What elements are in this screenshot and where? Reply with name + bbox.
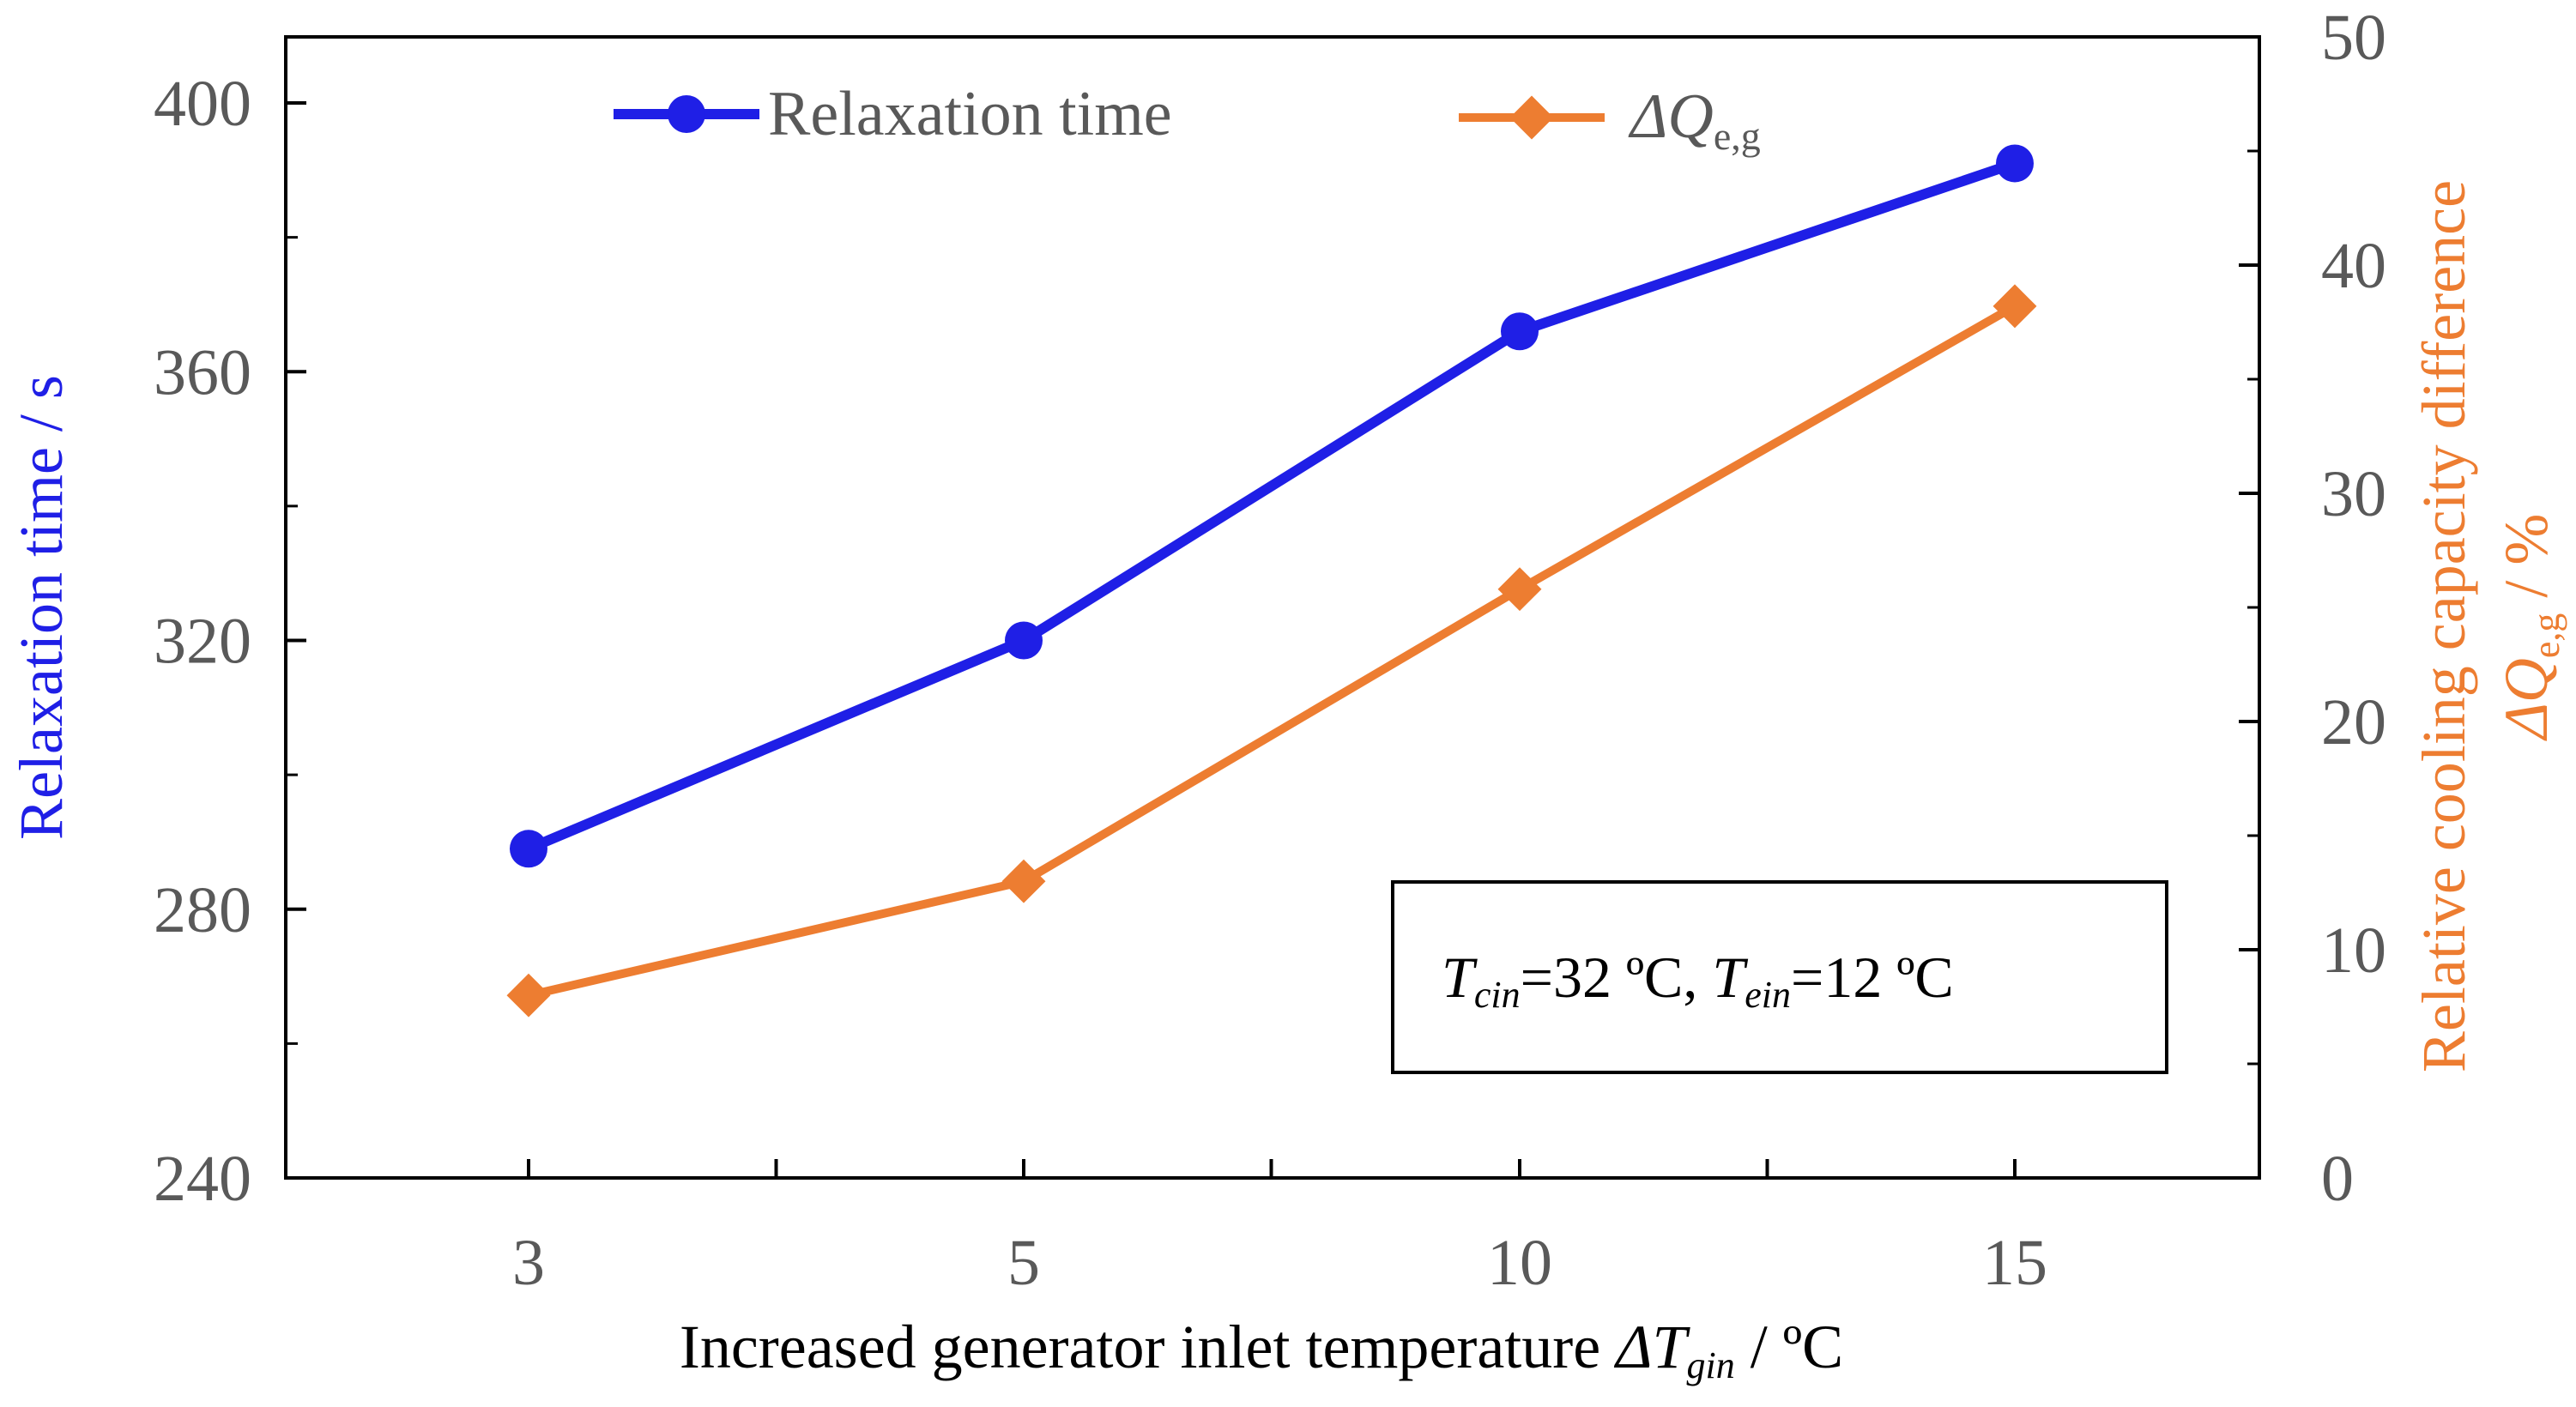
legend-relaxation-label: Relaxation time (768, 79, 1172, 149)
relaxation-time-point (510, 830, 547, 868)
y-right-tick-label: 50 (2321, 2, 2386, 74)
y-left-tick-label: 240 (154, 1143, 251, 1215)
y-right-tick-label: 10 (2321, 915, 2386, 987)
condition-annotation: Tcin=32 ºC, Tein=12 ºC (1391, 880, 2168, 1074)
y-left-tick-label: 400 (154, 68, 251, 140)
annotation-text: Tcin=32 ºC, Tein=12 ºC (1442, 945, 1954, 1016)
x-tick-label: 15 (1982, 1227, 2047, 1299)
dq-eg-point (506, 973, 551, 1018)
x-tick-label: 5 (1007, 1227, 1040, 1299)
y-right-tick-label: 40 (2321, 230, 2386, 302)
dq-eg-point (1992, 284, 2037, 329)
x-axis-title: Increased generator inlet temperature ΔT… (680, 1313, 1843, 1386)
y-right-tick-label: 20 (2321, 686, 2386, 758)
relaxation-time-point (1996, 144, 2034, 183)
y-right-axis-title-line2: ΔQe,g / % (2492, 514, 2567, 742)
y-left-axis-title: Relaxation time / s (7, 375, 76, 840)
x-tick-label: 3 (512, 1227, 545, 1299)
legend-dq-symbol: ΔQ (1628, 82, 1714, 152)
y-right-symbol: ΔQ (2492, 658, 2561, 741)
relaxation-time-point (1501, 312, 1539, 351)
x-axis-unit: / ºC (1735, 1313, 1843, 1381)
dq-eg-point (1497, 567, 1542, 612)
anno-t1-val: =32 ºC, (1521, 945, 1713, 1010)
series-lines (506, 144, 2037, 1018)
legend-dq-marker (1509, 95, 1554, 140)
x-tick-label: 10 (1487, 1227, 1552, 1299)
tick-labels: 240 280 320 360 400 0 10 20 30 40 50 3 5 10 15 (154, 2, 2386, 1299)
x-axis-title-main: Increased generator inlet temperature (680, 1313, 1616, 1381)
y-right-axis-title: Relative cooling capacity difference (2410, 180, 2478, 1072)
y-left-tick-label: 320 (154, 606, 251, 678)
legend-dq-sub: e,g (1714, 114, 1761, 158)
legend-relaxation-marker (668, 95, 705, 133)
y-right-sub: e,g (2525, 613, 2567, 659)
anno-t2-sub: ein (1745, 974, 1791, 1016)
y-right-tick-label: 30 (2321, 458, 2386, 530)
y-left-tick-label: 280 (154, 874, 251, 946)
relaxation-time-line (526, 158, 2017, 854)
dq-eg-line (527, 302, 2017, 1000)
x-axis-sub: gin (1687, 1344, 1735, 1386)
y-right-tick-label: 0 (2321, 1143, 2354, 1215)
relaxation-time-point (1005, 621, 1043, 660)
anno-t1: T (1442, 945, 1478, 1010)
anno-t2-val: =12 ºC (1791, 945, 1954, 1010)
axis-ticks (286, 35, 2259, 1180)
legend-dq-label: ΔQe,g (1628, 82, 1761, 158)
anno-t2: T (1712, 945, 1748, 1010)
y-right-unit: / % (2492, 514, 2561, 613)
annotation-box (1391, 880, 2168, 1074)
y-left-tick-label: 360 (154, 336, 251, 408)
legend: Relaxation time ΔQe,g (614, 79, 1761, 158)
x-axis-symbol: ΔT (1613, 1313, 1690, 1381)
anno-t1-sub: cin (1474, 974, 1521, 1016)
dq-eg-point (1001, 859, 1046, 903)
